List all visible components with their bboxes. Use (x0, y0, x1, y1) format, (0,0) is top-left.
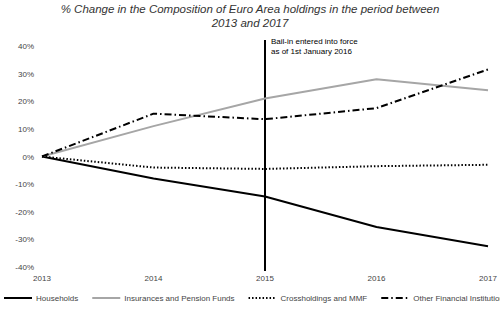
y-tick (39, 73, 41, 74)
event-line (264, 40, 266, 271)
x-tick-label: 2014 (145, 274, 163, 283)
legend-label: Other Financial Institutions (413, 294, 500, 303)
y-tick (39, 267, 41, 268)
y-tick-label: 10% (18, 125, 34, 134)
y-tick (39, 239, 41, 240)
y-tick (39, 101, 41, 102)
x-tick-label: 2016 (368, 274, 386, 283)
series-line (42, 157, 488, 169)
x-tick-label: 2015 (256, 274, 274, 283)
y-tick-label: -40% (15, 263, 34, 272)
y-tick-label: -20% (15, 208, 34, 217)
annotation-text: as of 1st January 2016 (271, 47, 352, 56)
legend-swatch (381, 297, 409, 299)
plot-area (42, 69, 488, 246)
y-tick-label: 0% (22, 153, 34, 162)
x-tick-label: 2013 (33, 274, 51, 283)
y-tick-label: -10% (15, 180, 34, 189)
legend-swatch (249, 297, 277, 299)
x-tick-label: 2017 (479, 274, 497, 283)
y-tick (39, 184, 41, 185)
series-line (42, 79, 488, 156)
y-tick (39, 156, 41, 157)
annotation-text: Bail-in entered into force (271, 37, 358, 46)
y-tick (39, 128, 41, 129)
chart: % Change in the Composition of Euro Area… (0, 0, 500, 310)
y-tick (39, 211, 41, 212)
y-tick-label: 30% (18, 70, 34, 79)
series-line (42, 157, 488, 247)
y-tick (39, 46, 41, 47)
legend-swatch (4, 297, 32, 299)
series-line (42, 69, 488, 156)
y-tick-label: -30% (15, 235, 34, 244)
y-tick-label: 20% (18, 97, 34, 106)
legend-label: Insurances and Pension Funds (124, 294, 234, 303)
legend-swatch (92, 297, 120, 299)
chart-title: 2013 and 2017 (211, 17, 289, 29)
legend-label: Households (36, 294, 78, 303)
chart-title: % Change in the Composition of Euro Area… (61, 3, 440, 15)
y-tick-label: 40% (18, 42, 34, 51)
legend-label: Crossholdings and MMF (281, 294, 368, 303)
legend: Households Insurances and Pension Funds Cr… (4, 294, 500, 303)
